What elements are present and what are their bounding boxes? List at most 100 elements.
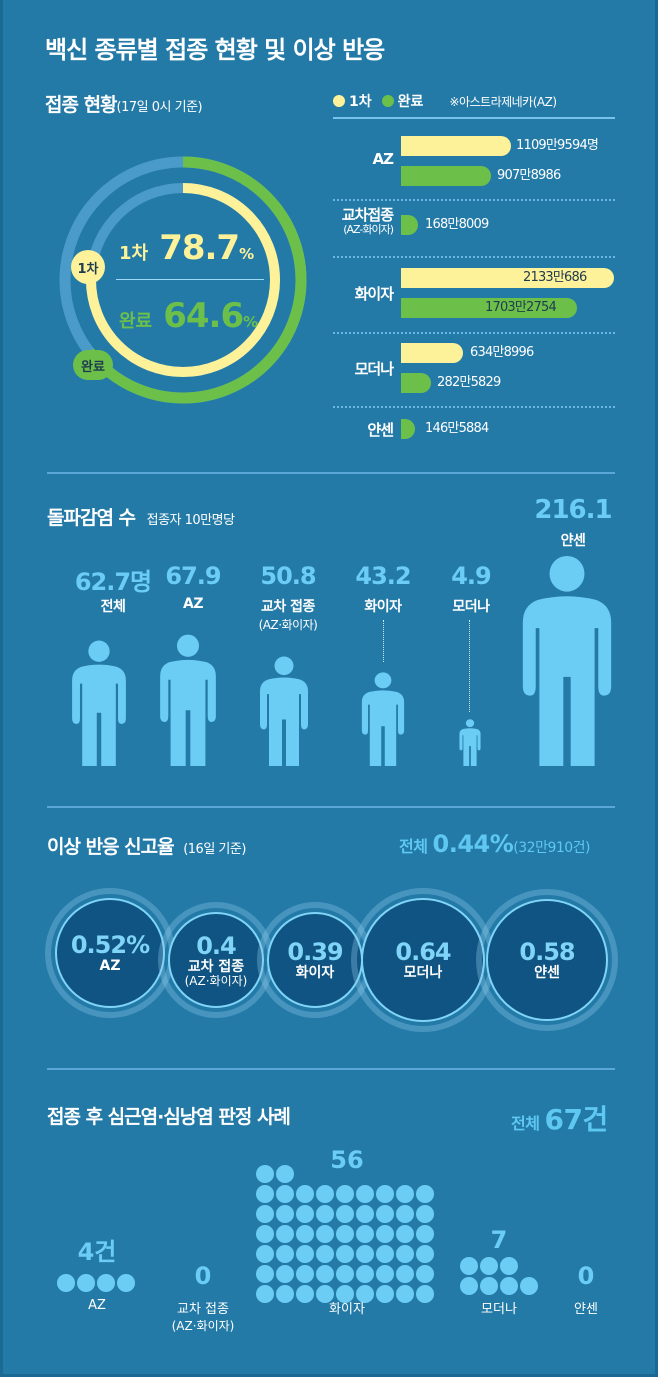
breakthrough-title: 돌파감염 수 접종자 10만명당	[47, 503, 235, 530]
case-dot-icon	[296, 1285, 314, 1303]
bubble-cross: 0.4 교차 접종 (AZ·화이자)	[158, 902, 274, 1018]
case-dot-icon	[57, 1274, 75, 1292]
case-dot-icon	[296, 1245, 314, 1263]
ring-tag-complete: 완료	[73, 350, 113, 380]
case-value-cross: 0	[194, 1262, 212, 1290]
bar-az-complete-value: 907만8986	[497, 168, 561, 183]
case-dot-icon	[416, 1225, 434, 1243]
case-dot-icon	[256, 1165, 274, 1183]
case-dot-icon	[416, 1185, 434, 1203]
case-dot-icon	[376, 1245, 394, 1263]
case-dot-icon	[276, 1225, 294, 1243]
bar-label-pfizer: 화이자	[354, 285, 394, 303]
ring-divider	[116, 279, 264, 280]
case-dot-icon	[117, 1274, 135, 1292]
case-dot-icon	[416, 1285, 434, 1303]
case-label-janssen: 얀센	[574, 1302, 598, 1317]
breakthrough-label-moderna: 모더나	[452, 599, 490, 615]
case-dot-icon	[416, 1265, 434, 1283]
case-dot-icon	[376, 1205, 394, 1223]
bar-janssen-complete	[401, 419, 415, 439]
case-dot-icon	[396, 1185, 414, 1203]
case-dot-icon	[296, 1185, 314, 1203]
breakthrough-value-moderna: 4.9	[451, 562, 492, 590]
bar-separator	[333, 256, 615, 258]
case-dot-icon	[316, 1245, 334, 1263]
case-dot-icon	[416, 1245, 434, 1263]
bar-pfizer-complete	[401, 298, 577, 318]
ring-first-value: 78.7	[159, 228, 240, 268]
ring-first-stat: 1차 78.7%	[119, 228, 279, 268]
case-dot-icon	[276, 1285, 294, 1303]
bubble-label: 교차 접종 (AZ·화이자)	[185, 959, 248, 989]
bubble-moderna: 0.64 모더나	[351, 888, 495, 1032]
bar-label-cross: 교차접종 (AZ-화이자)	[323, 207, 394, 236]
case-dot-icon	[256, 1205, 274, 1223]
section-title: 돌파감염 수	[47, 507, 136, 529]
empty-slot	[520, 1257, 538, 1275]
case-dot-icon	[396, 1225, 414, 1243]
section-subtitle: 접종자 10만명당	[146, 513, 235, 528]
case-dot-icon	[376, 1265, 394, 1283]
legend-first-dot-icon	[333, 95, 345, 107]
empty-slot	[376, 1165, 394, 1183]
case-label-pfizer: 화이자	[329, 1302, 365, 1317]
case-dot-icon	[256, 1265, 274, 1283]
case-dot-icon	[500, 1277, 518, 1295]
bubble-core: 0.52% AZ	[55, 898, 165, 1008]
case-dot-icon	[356, 1185, 374, 1203]
case-dot-icon	[396, 1265, 414, 1283]
case-dot-icon	[336, 1245, 354, 1263]
person-az-icon	[160, 634, 216, 766]
bubble-core: 0.4 교차 접종 (AZ·화이자)	[168, 912, 264, 1008]
bubble-core: 0.58 얀센	[486, 899, 608, 1021]
empty-slot	[416, 1165, 434, 1183]
breakthrough-label-pfizer: 화이자	[364, 599, 402, 615]
bubble-label: 화이자	[295, 965, 335, 982]
bar-pfizer-complete-value: 1703만2754	[485, 300, 557, 315]
case-dot-icon	[296, 1205, 314, 1223]
case-dot-icon	[520, 1277, 538, 1295]
case-dot-icon	[416, 1205, 434, 1223]
bar-az-first-value: 1109만9594명	[516, 138, 599, 153]
case-dot-icon	[276, 1245, 294, 1263]
case-dot-icon	[336, 1225, 354, 1243]
case-label-az: AZ	[88, 1298, 106, 1313]
breakthrough-label-janssen: 얀센	[560, 533, 586, 549]
ring-tag-first: 1차	[71, 250, 105, 284]
case-dot-icon	[316, 1285, 334, 1303]
case-dot-icon	[356, 1205, 374, 1223]
breakthrough-value-total: 62.7명	[74, 568, 152, 596]
breakthrough-value-janssen: 216.1	[534, 495, 612, 525]
leader-line	[469, 620, 470, 712]
case-dot-icon	[480, 1277, 498, 1295]
legend-complete-dot-icon	[381, 95, 394, 107]
bar-label-cross-sub: (AZ-화이자)	[343, 222, 394, 236]
person-pfizer-icon	[361, 672, 405, 766]
empty-slot	[396, 1165, 414, 1183]
breakthrough-label-cross: 교차 접종 (AZ·화이자)	[243, 596, 333, 633]
leader-line	[383, 620, 384, 662]
breakthrough-label-cross-main: 교차 접종	[261, 599, 315, 615]
section-subtitle: (17일 0시 기준)	[116, 100, 203, 115]
case-value-az: 4건	[77, 1238, 117, 1266]
case-dot-icon	[460, 1257, 478, 1275]
case-value-janssen: 0	[577, 1262, 595, 1290]
myocarditis-total: 전체 67건	[511, 1098, 608, 1138]
case-dot-icon	[276, 1165, 294, 1183]
empty-slot	[296, 1165, 314, 1183]
case-label-moderna: 모더나	[481, 1302, 517, 1317]
bar-label-janssen: 얀센	[367, 421, 394, 439]
legend-complete-label: 완료	[397, 94, 424, 110]
person-janssen-icon	[522, 555, 612, 766]
bubble-value: 0.64	[395, 938, 451, 967]
ring-complete-stat: 완료 64.6%	[119, 296, 279, 336]
case-dot-icon	[460, 1277, 478, 1295]
bubble-value: 0.39	[287, 938, 343, 967]
total-value: 67건	[544, 1103, 609, 1136]
bar-separator	[333, 332, 615, 334]
case-dots-moderna	[460, 1257, 538, 1295]
bar-moderna-complete	[401, 373, 431, 393]
total-prefix: 전체	[399, 837, 428, 856]
